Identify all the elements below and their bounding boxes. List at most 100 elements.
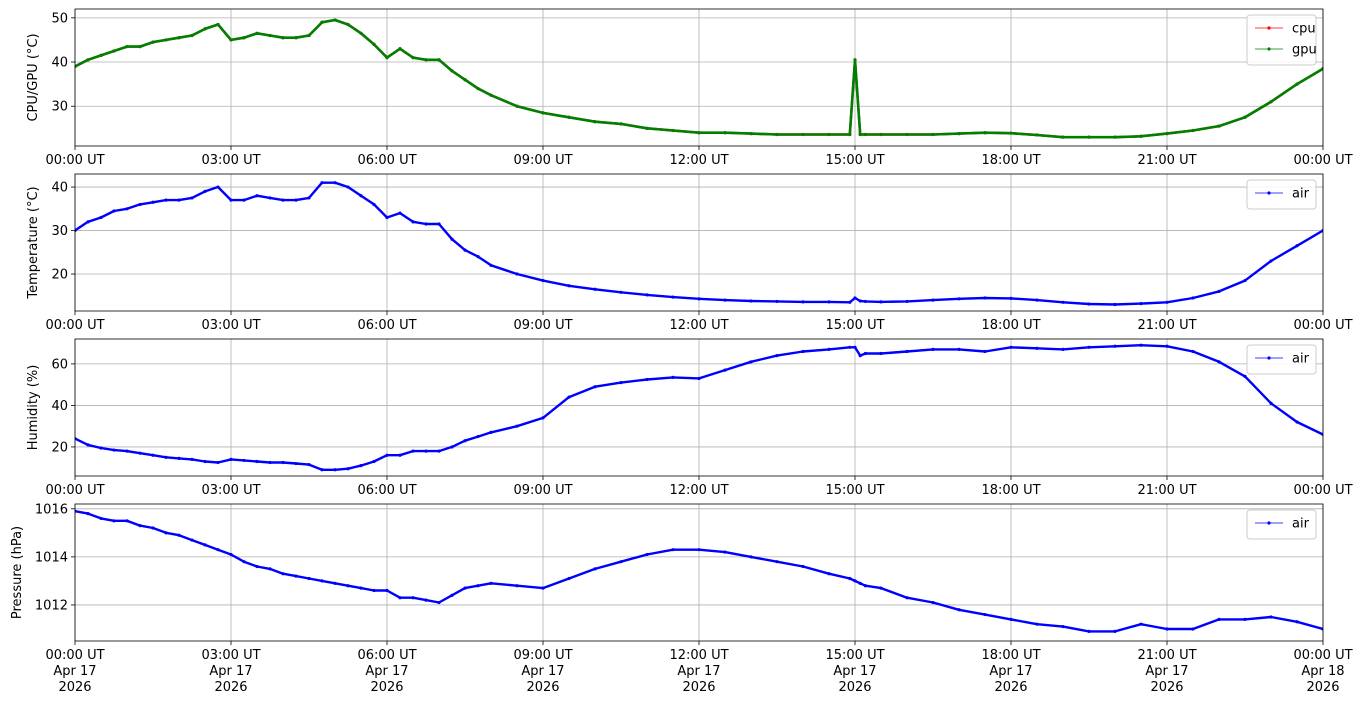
data-point [359,464,363,468]
data-point [619,122,623,126]
data-point [99,53,103,58]
y-axis-label: Humidity (%) [26,365,41,451]
data-point [1009,296,1013,300]
data-point [203,189,207,193]
data-point [1269,401,1273,405]
data-point [86,58,90,62]
x-tick-label: 06:00 UT [357,153,416,168]
chart-panel-2: 00:00 UT 03:00 UT 06:00 UT 09:00 UT 12:00 UT… [26,338,1353,498]
legend-label: cpu [1292,22,1316,37]
data-point [697,131,701,135]
legend-label: air [1292,517,1310,532]
data-point [190,196,194,200]
data-point [1165,132,1169,136]
data-point [346,185,350,189]
data-point [125,449,129,453]
data-point [86,512,90,516]
data-point [863,132,868,137]
data-point [827,132,831,137]
data-point [320,468,324,472]
x-tick-label: 06:00 UT [357,483,416,498]
data-point [294,461,298,466]
legend: air [1246,509,1317,540]
data-point [489,263,493,267]
data-point [567,395,571,399]
data-point [229,552,233,557]
x-tick-label: 21:00 UT Apr 17 2026 [1137,648,1196,695]
data-point [1139,302,1143,306]
data-point [1191,627,1195,631]
data-point [1165,344,1169,348]
data-point [515,104,519,108]
data-point [307,196,311,200]
x-tick-label: 03:00 UT Apr 17 2026 [201,648,260,695]
data-point [216,460,220,465]
data-point [879,300,883,304]
legend-box [1246,509,1317,540]
data-point [372,42,376,46]
data-point [346,467,350,471]
x-tick-label: 03:00 UT [201,483,260,498]
legend-box [1246,344,1317,375]
legend: cpu gpu [1246,14,1317,66]
data-point [957,297,961,301]
data-point [1139,343,1143,347]
data-point [801,300,805,304]
data-point [203,459,207,464]
data-point [437,58,441,62]
data-point [931,132,935,137]
data-point [385,215,389,220]
data-point [1087,629,1091,633]
data-point [177,198,181,202]
x-tick-label: 21:00 UT [1137,318,1196,333]
data-point [281,572,285,576]
x-tick-label: 18:00 UT Apr 17 2026 [981,648,1040,695]
data-point [1191,128,1195,133]
data-point [333,18,337,22]
data-point [905,349,909,354]
legend-box [1246,179,1317,210]
x-tick-label: 15:00 UT [825,318,884,333]
data-point [775,354,779,358]
data-point [853,296,857,300]
x-tick-label: 00:00 UT [1293,318,1352,333]
data-point [411,56,415,60]
data-point [489,581,493,585]
data-point [1009,617,1013,621]
axes-frame [74,8,1324,147]
data-point [255,459,259,464]
data-point [359,31,363,35]
series-gpu [75,18,1323,139]
data-point [541,586,545,590]
data-point [905,299,909,304]
y-tick-label: 30 [51,100,68,115]
data-point [853,345,857,349]
data-point [99,516,103,521]
data-point [1061,135,1065,139]
data-point [450,593,454,597]
data-point [151,526,155,530]
data-point [858,581,862,585]
data-point [1035,298,1039,302]
data-point [190,33,194,38]
data-point [294,574,298,578]
data-point [86,443,90,447]
data-point [515,272,519,276]
data-point [398,453,402,457]
data-point [723,368,727,372]
data-point [541,278,545,283]
chart-panel-0: 00:00 UT 03:00 UT 06:00 UT 09:00 UT 12:00 UT… [26,8,1353,168]
data-point [424,58,428,62]
data-point [858,299,862,303]
data-point [697,548,701,552]
data-point [848,576,852,581]
data-point [138,202,142,207]
data-point [346,584,350,588]
data-point [1061,624,1065,629]
data-point [957,347,961,351]
data-point [858,132,862,137]
data-point [190,457,194,461]
data-point [1009,345,1013,349]
data-point [476,86,480,91]
data-point [359,586,363,590]
